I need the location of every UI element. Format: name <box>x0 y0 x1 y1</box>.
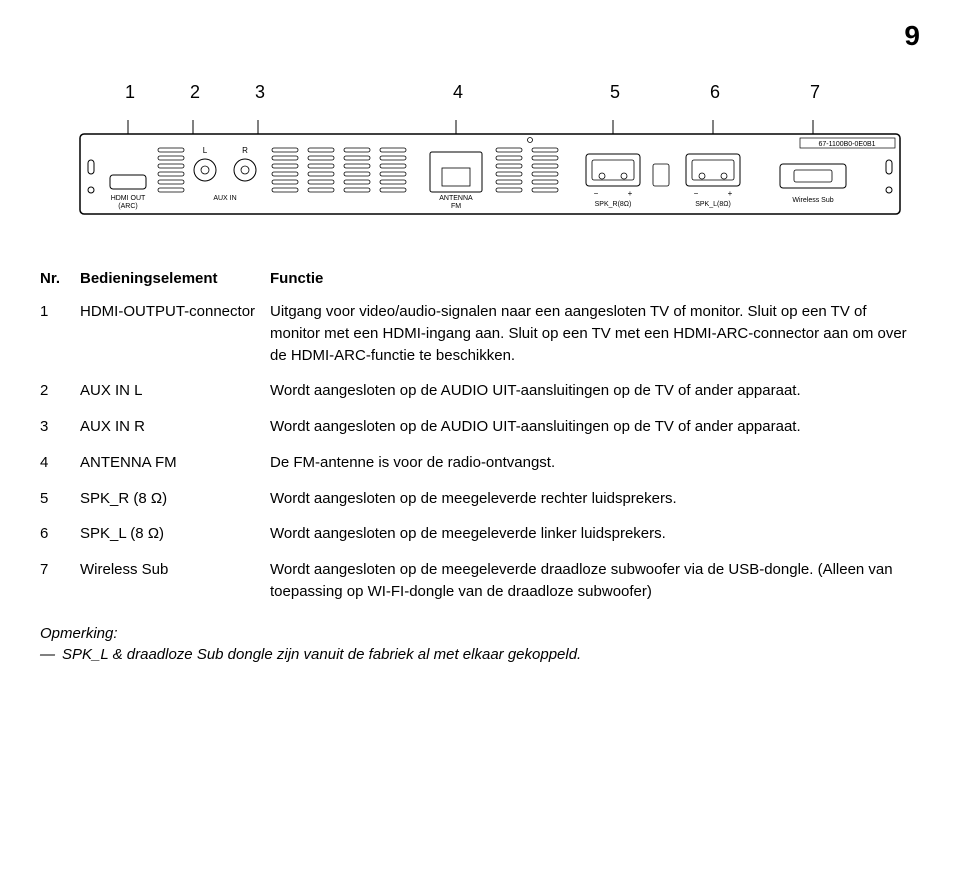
note-body: —SPK_L & draadloze Sub dongle zijn vanui… <box>40 644 920 665</box>
td-nr: 5 <box>40 488 80 510</box>
td-func: Uitgang voor video/audio-signalen naar e… <box>270 301 920 366</box>
td-nr: 2 <box>40 380 80 402</box>
td-nr: 1 <box>40 301 80 366</box>
callout-1: 1 <box>125 82 135 103</box>
table-row: 5 SPK_R (8 Ω) Wordt aangesloten op de me… <box>40 488 920 510</box>
th-element: Bedieningselement <box>80 270 270 287</box>
td-func: Wordt aangesloten op de AUDIO UIT-aanslu… <box>270 416 920 438</box>
td-func: De FM-antenne is voor de radio-ontvangst… <box>270 452 920 474</box>
note-title: Opmerking: <box>40 623 920 644</box>
page-number: 9 <box>40 20 920 52</box>
td-element: Wireless Sub <box>80 559 270 603</box>
td-element: HDMI-OUTPUT-connector <box>80 301 270 366</box>
table-row: 2 AUX IN L Wordt aangesloten op de AUDIO… <box>40 380 920 402</box>
rear-panel-diagram: 67-1100B0-0E0B1 HDMI OUT (ARC) L R AUX I… <box>40 120 920 230</box>
antenna-label-1: ANTENNA <box>439 195 473 202</box>
table-row: 3 AUX IN R Wordt aangesloten op de AUDIO… <box>40 416 920 438</box>
td-func: Wordt aangesloten op de meegeleverde lin… <box>270 523 920 545</box>
td-element: AUX IN R <box>80 416 270 438</box>
td-nr: 6 <box>40 523 80 545</box>
aux-l-label: L <box>203 146 208 155</box>
antenna-label-2: FM <box>451 203 461 210</box>
td-nr: 3 <box>40 416 80 438</box>
table-row: 1 HDMI-OUTPUT-connector Uitgang voor vid… <box>40 301 920 366</box>
td-element: SPK_R (8 Ω) <box>80 488 270 510</box>
function-table: Nr. Bedieningselement Functie 1 HDMI-OUT… <box>40 270 920 603</box>
table-row: 4 ANTENNA FM De FM-antenne is voor de ra… <box>40 452 920 474</box>
callout-5: 5 <box>610 82 620 103</box>
spkl-label: SPK_L(8Ω) <box>695 201 731 208</box>
callout-4: 4 <box>453 82 463 103</box>
table-row: 7 Wireless Sub Wordt aangesloten op de m… <box>40 559 920 603</box>
diagram-callouts: 1 2 3 4 5 6 7 <box>40 82 920 112</box>
hdmi-label-1: HDMI OUT <box>111 195 146 202</box>
td-element: ANTENNA FM <box>80 452 270 474</box>
td-nr: 7 <box>40 559 80 603</box>
spkr-plus: + <box>628 189 633 198</box>
callout-7: 7 <box>810 82 820 103</box>
th-func: Functie <box>270 270 920 287</box>
hdmi-label-2: (ARC) <box>118 203 137 210</box>
td-func: Wordt aangesloten op de meegeleverde rec… <box>270 488 920 510</box>
serial-label: 67-1100B0-0E0B1 <box>818 141 875 148</box>
aux-label: AUX IN <box>213 195 236 202</box>
table-row: 6 SPK_L (8 Ω) Wordt aangesloten op de me… <box>40 523 920 545</box>
th-nr: Nr. <box>40 270 80 287</box>
table-header: Nr. Bedieningselement Functie <box>40 270 920 287</box>
callout-3: 3 <box>255 82 265 103</box>
spkr-minus: − <box>594 189 599 198</box>
aux-r-label: R <box>242 146 248 155</box>
callout-6: 6 <box>710 82 720 103</box>
spkl-plus: + <box>728 189 733 198</box>
spkr-label: SPK_R(8Ω) <box>595 201 632 208</box>
td-func: Wordt aangesloten op de AUDIO UIT-aanslu… <box>270 380 920 402</box>
spkl-minus: − <box>694 189 699 198</box>
td-element: AUX IN L <box>80 380 270 402</box>
wireless-label: Wireless Sub <box>792 197 833 204</box>
td-element: SPK_L (8 Ω) <box>80 523 270 545</box>
td-nr: 4 <box>40 452 80 474</box>
note-block: Opmerking: —SPK_L & draadloze Sub dongle… <box>40 623 920 665</box>
callout-2: 2 <box>190 82 200 103</box>
td-func: Wordt aangesloten op de meegeleverde dra… <box>270 559 920 603</box>
